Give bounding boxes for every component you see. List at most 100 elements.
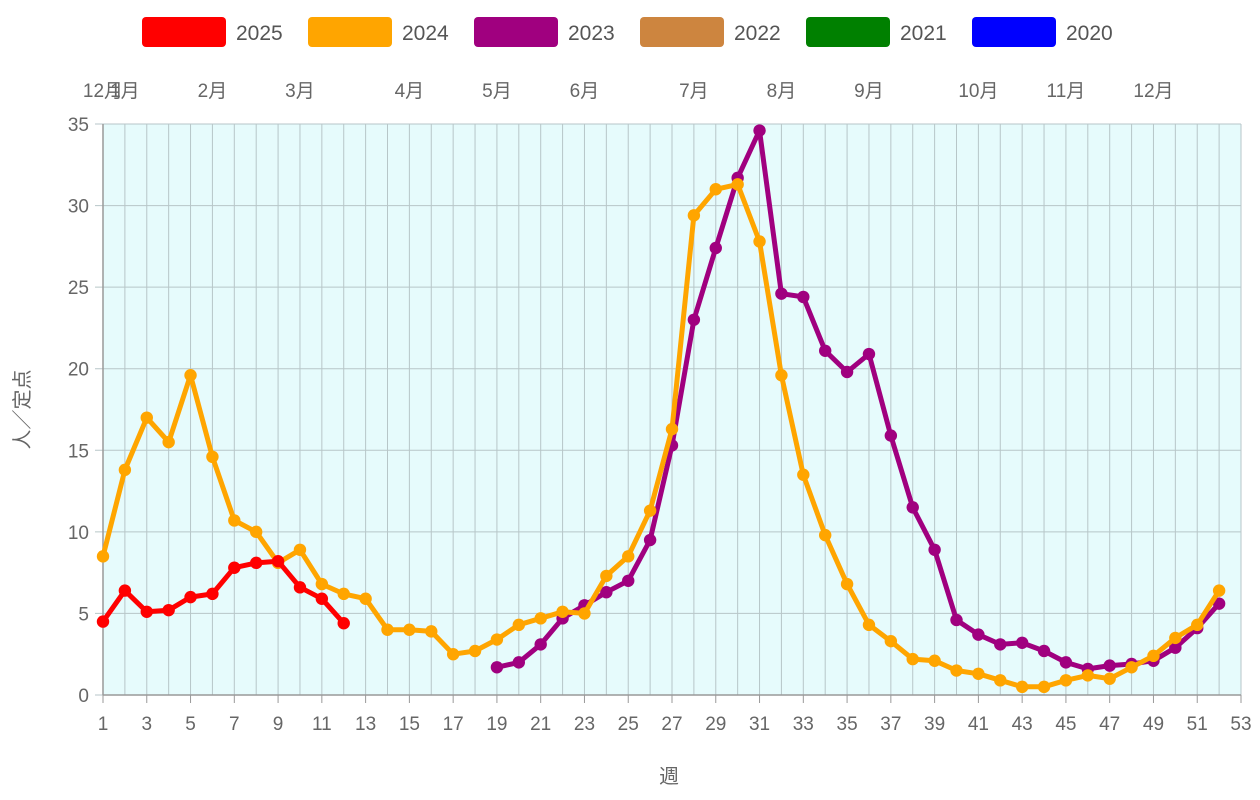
y-tick-label: 20 — [68, 360, 89, 381]
x-tick-label: 7 — [229, 714, 240, 735]
data-point-2024 — [162, 435, 175, 449]
month-label: 12月 — [83, 81, 123, 102]
data-point-2024 — [753, 235, 766, 248]
series-line-2024 — [100, 181, 1222, 690]
data-point-2023 — [797, 290, 810, 304]
legend-swatch — [806, 17, 890, 47]
x-tick-label: 53 — [1230, 714, 1251, 735]
data-point-2024 — [1169, 631, 1182, 645]
data-point-2024 — [118, 463, 132, 477]
month-label: 8月 — [767, 81, 797, 102]
legend-swatch — [972, 17, 1056, 47]
x-tick-label: 49 — [1143, 714, 1164, 735]
x-tick-label: 15 — [399, 714, 420, 735]
month-label: 12月 — [1133, 81, 1173, 102]
x-tick-label: 25 — [618, 714, 639, 735]
legend-item-2020[interactable]: 2020 — [972, 17, 1113, 47]
data-point-2024 — [775, 369, 788, 382]
data-point-2025 — [96, 615, 110, 628]
y-tick-label: 30 — [68, 197, 89, 218]
data-point-2024 — [1147, 649, 1160, 663]
data-point-2023 — [534, 638, 547, 651]
x-tick-label: 47 — [1099, 714, 1120, 735]
month-label: 11月 — [1047, 81, 1086, 102]
data-point-2025 — [162, 603, 175, 617]
x-tick-label: 33 — [793, 714, 814, 735]
month-label: 6月 — [570, 81, 600, 102]
y-tick-label: 10 — [68, 523, 89, 544]
x-tick-label: 11 — [312, 714, 332, 735]
data-point-2024 — [1015, 680, 1029, 694]
data-point-2023 — [1169, 641, 1182, 654]
month-label: 4月 — [395, 81, 425, 102]
data-point-2025 — [293, 581, 307, 594]
data-point-2023 — [1212, 597, 1226, 610]
x-tick-label: 37 — [880, 714, 901, 735]
data-point-2024 — [293, 543, 307, 557]
legend-item-2023[interactable]: 2023 — [474, 17, 615, 47]
data-point-2024 — [994, 674, 1007, 687]
data-point-2024 — [928, 654, 941, 667]
data-point-2024 — [665, 422, 679, 436]
series-line-2023 — [494, 128, 1222, 672]
y-tick-label: 0 — [78, 686, 89, 707]
x-tick-label: 31 — [749, 714, 770, 735]
legend: 2025 2024 2023 2022 2021 2020 — [142, 17, 1113, 47]
data-point-2023 — [1103, 659, 1116, 672]
data-point-2024 — [1037, 680, 1051, 694]
x-tick-label: 23 — [574, 714, 595, 735]
legend-label: 2023 — [568, 22, 615, 45]
data-point-2024 — [490, 633, 504, 646]
legend-item-2025[interactable]: 2025 — [142, 17, 283, 47]
y-axis-title: 人／定点 — [10, 370, 34, 450]
data-point-2024 — [818, 528, 832, 542]
data-point-2024 — [206, 450, 219, 464]
data-point-2024 — [1081, 669, 1095, 682]
data-point-2024 — [797, 468, 810, 481]
data-point-2024 — [337, 587, 350, 601]
month-label: 7月 — [679, 81, 709, 102]
data-point-2023 — [622, 574, 635, 587]
legend-item-2022[interactable]: 2022 — [640, 17, 781, 47]
legend-label: 2022 — [734, 22, 781, 45]
data-point-2025 — [315, 592, 329, 605]
x-tick-label: 17 — [443, 714, 464, 735]
legend-swatch — [142, 17, 226, 47]
x-tick-label: 1 — [98, 714, 109, 735]
data-point-2023 — [490, 661, 504, 674]
data-point-2023 — [1037, 644, 1051, 658]
data-point-2024 — [534, 612, 547, 625]
data-point-2024 — [425, 625, 438, 638]
data-point-2024 — [228, 514, 241, 527]
x-tick-label: 41 — [968, 714, 989, 735]
data-point-2023 — [928, 543, 941, 557]
data-point-2024 — [381, 623, 394, 636]
series-2024 — [96, 178, 1226, 694]
data-point-2023 — [512, 656, 526, 669]
legend-label: 2020 — [1066, 22, 1113, 45]
x-tick-label: 39 — [924, 714, 945, 735]
x-tick-label: 5 — [185, 714, 196, 735]
y-tick-label: 5 — [78, 604, 89, 625]
data-point-2024 — [840, 577, 854, 591]
data-point-2023 — [709, 241, 722, 255]
data-point-2023 — [643, 533, 657, 547]
data-point-2023 — [884, 429, 898, 442]
data-point-2024 — [96, 550, 110, 563]
legend-item-2021[interactable]: 2021 — [806, 17, 947, 47]
data-point-2023 — [906, 501, 919, 514]
data-point-2023 — [775, 287, 788, 300]
x-tick-label: 3 — [141, 714, 152, 735]
month-label: 1月 — [110, 81, 140, 102]
legend-item-2024[interactable]: 2024 — [308, 17, 449, 47]
data-point-2023 — [600, 586, 613, 599]
data-point-2024 — [403, 623, 416, 636]
data-point-2025 — [184, 590, 197, 604]
data-point-2025 — [228, 561, 241, 574]
x-tick-label: 9 — [273, 714, 284, 735]
legend-swatch — [474, 17, 558, 47]
data-point-2024 — [600, 569, 613, 583]
x-axis-title: 週 — [659, 764, 679, 788]
